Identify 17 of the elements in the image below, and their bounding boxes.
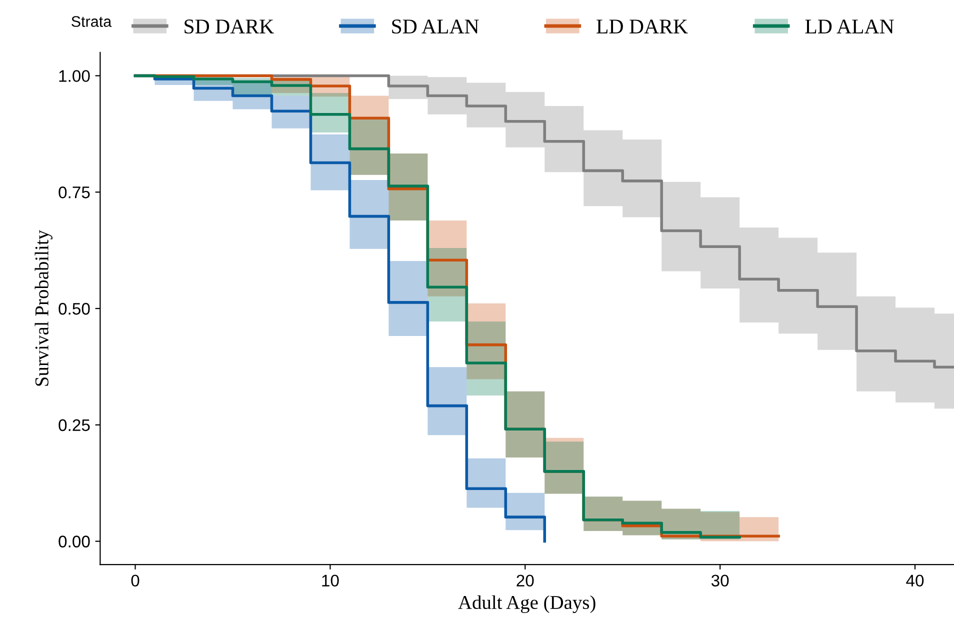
y-tick-label: 0.50 [58,302,90,315]
x-tick-label: 10 [322,574,339,587]
x-axis-title: Adult Age (Days) [458,595,596,614]
x-tick-label: 40 [906,574,924,587]
x-tick-label: 30 [711,574,729,587]
legend-label: LD ALAN [805,20,894,34]
legend-label: SD DARK [184,20,274,34]
legend-label: LD DARK [596,20,688,34]
y-tick-label: 0.25 [58,419,90,432]
legend-label: SD ALAN [392,20,479,34]
y-tick-label: 1.00 [59,70,90,82]
y-axis-title: Survival Probability [34,230,52,386]
y-tick-label: 0.75 [58,186,90,198]
y-tick-label: 0.00 [58,536,90,548]
x-tick-label: 0 [131,574,140,587]
x-tick-label: 20 [516,574,534,587]
legend-title: Strata [72,16,112,27]
